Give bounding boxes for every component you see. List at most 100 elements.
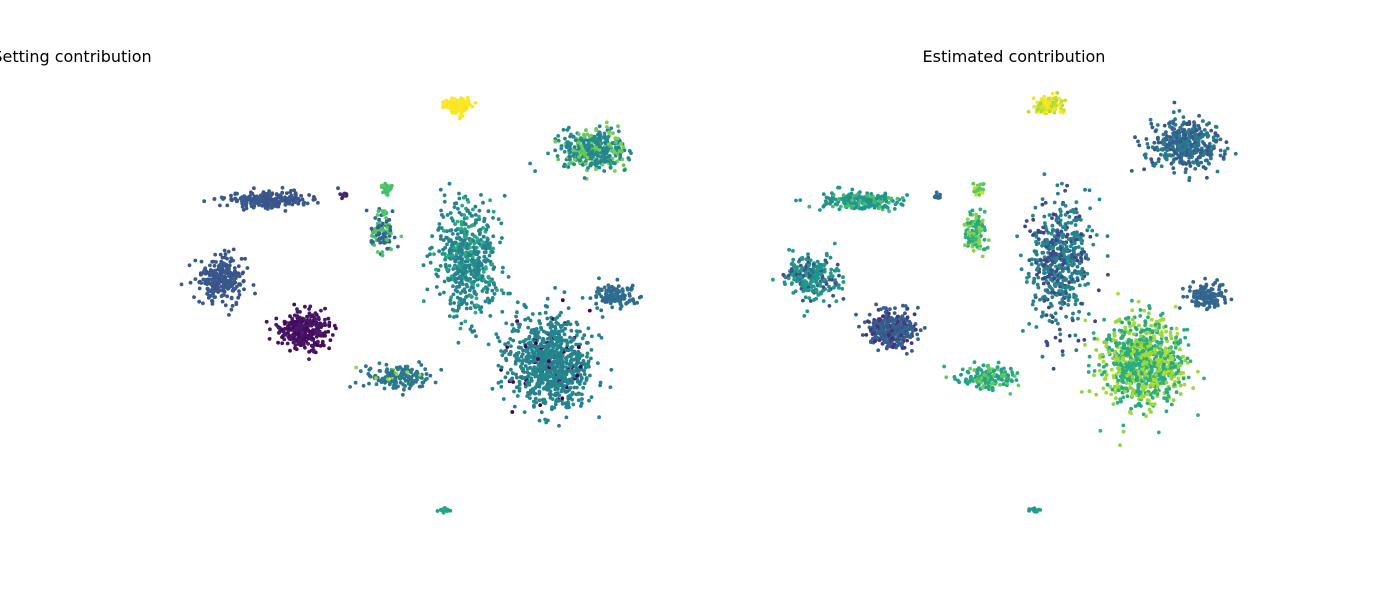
scatter-point <box>608 165 613 170</box>
scatter-point <box>823 258 828 263</box>
scatter-point <box>498 240 502 245</box>
scatter-point <box>1052 276 1056 281</box>
scatter-point <box>474 270 479 275</box>
scatter-point <box>1059 306 1063 311</box>
scatter-point <box>399 234 404 239</box>
scatter-point <box>491 209 496 214</box>
scatter-point <box>608 385 613 390</box>
scatter-point <box>554 335 559 340</box>
scatter-point <box>295 307 299 311</box>
scatter-point <box>1088 206 1092 211</box>
scatter-point <box>1042 268 1046 272</box>
scatter-point <box>482 258 486 263</box>
scatter-point <box>1061 269 1065 273</box>
scatter-point <box>1044 227 1049 232</box>
scatter-point <box>547 359 551 364</box>
scatter-point <box>1059 253 1064 258</box>
scatter-point <box>234 300 239 305</box>
scatter-point <box>485 290 489 294</box>
scatter-point <box>787 247 791 252</box>
scatter-point <box>1053 311 1058 316</box>
scatter-point <box>1031 213 1035 218</box>
scatter-point <box>568 364 573 369</box>
scatter-point <box>383 231 388 236</box>
scatter-point <box>458 269 463 274</box>
scatter-point <box>433 380 438 385</box>
scatter-point <box>544 330 549 335</box>
scatter-point <box>488 198 492 203</box>
scatter-point <box>879 200 883 204</box>
scatter-point <box>455 232 460 237</box>
scatter-point <box>605 125 609 129</box>
cluster-top-right <box>528 120 633 181</box>
scatter-point <box>559 349 564 353</box>
scatter-point <box>583 162 588 166</box>
scatter-point <box>1097 197 1102 202</box>
scatter-point <box>572 349 577 354</box>
scatter-point <box>620 287 625 292</box>
scatter-point <box>1193 166 1198 171</box>
scatter-point <box>970 208 975 213</box>
scatter-point <box>322 343 326 348</box>
scatter-point <box>437 249 441 254</box>
scatter-point <box>1084 253 1089 257</box>
scatter-point <box>1061 278 1066 283</box>
scatter-point <box>585 354 589 359</box>
scatter-point <box>277 201 282 206</box>
scatter-point <box>508 352 513 356</box>
scatter-point <box>421 299 426 304</box>
scatter-point <box>1177 130 1182 135</box>
scatter-point <box>376 225 380 230</box>
scatter-point <box>439 208 443 213</box>
scatter-point <box>268 193 273 198</box>
scatter-point <box>491 216 495 220</box>
scatter-point <box>594 301 599 306</box>
scatter-point <box>588 296 593 300</box>
scatter-point <box>458 237 463 242</box>
scatter-point <box>535 381 540 385</box>
scatter-point <box>821 285 826 289</box>
scatter-point <box>1061 258 1066 263</box>
scatter-point <box>1041 243 1046 248</box>
scatter-point <box>553 148 558 153</box>
scatter-point <box>389 186 393 191</box>
scatter-point <box>610 289 614 294</box>
scatter-point <box>1197 113 1201 118</box>
scatter-point <box>452 99 457 103</box>
scatter-point <box>1072 218 1076 223</box>
scatter-point <box>311 344 315 349</box>
scatter-point <box>1040 354 1045 359</box>
scatter-point <box>609 126 614 131</box>
scatter-point <box>617 289 622 294</box>
scatter-point <box>242 197 247 202</box>
scatter-point <box>552 370 556 374</box>
scatter-point <box>537 344 542 349</box>
scatter-point <box>562 322 567 327</box>
scatter-point <box>596 138 601 143</box>
scatter-point <box>619 141 623 146</box>
scatter-point <box>620 150 624 154</box>
scatter-point <box>803 295 808 300</box>
scatter-point <box>447 277 451 282</box>
scatter-point <box>447 239 452 244</box>
scatter-point <box>263 206 268 210</box>
scatter-point <box>1060 181 1064 186</box>
scatter-point <box>1083 187 1087 192</box>
scatter-point <box>534 348 539 353</box>
scatter-point <box>537 311 542 316</box>
scatter-point <box>806 287 811 292</box>
scatter-point <box>518 340 522 345</box>
scatter-point <box>515 300 520 305</box>
scatter-point <box>476 256 481 261</box>
scatter-point <box>566 140 570 145</box>
scatter-point <box>900 196 905 200</box>
scatter-point <box>977 242 982 246</box>
scatter-point <box>465 256 470 261</box>
scatter-point <box>1082 338 1087 342</box>
scatter-point <box>383 240 387 245</box>
scatter-point <box>400 392 405 397</box>
scatter-point <box>574 342 578 347</box>
scatter-point <box>605 300 609 304</box>
scatter-point <box>383 379 388 384</box>
scatter-point <box>627 299 632 304</box>
